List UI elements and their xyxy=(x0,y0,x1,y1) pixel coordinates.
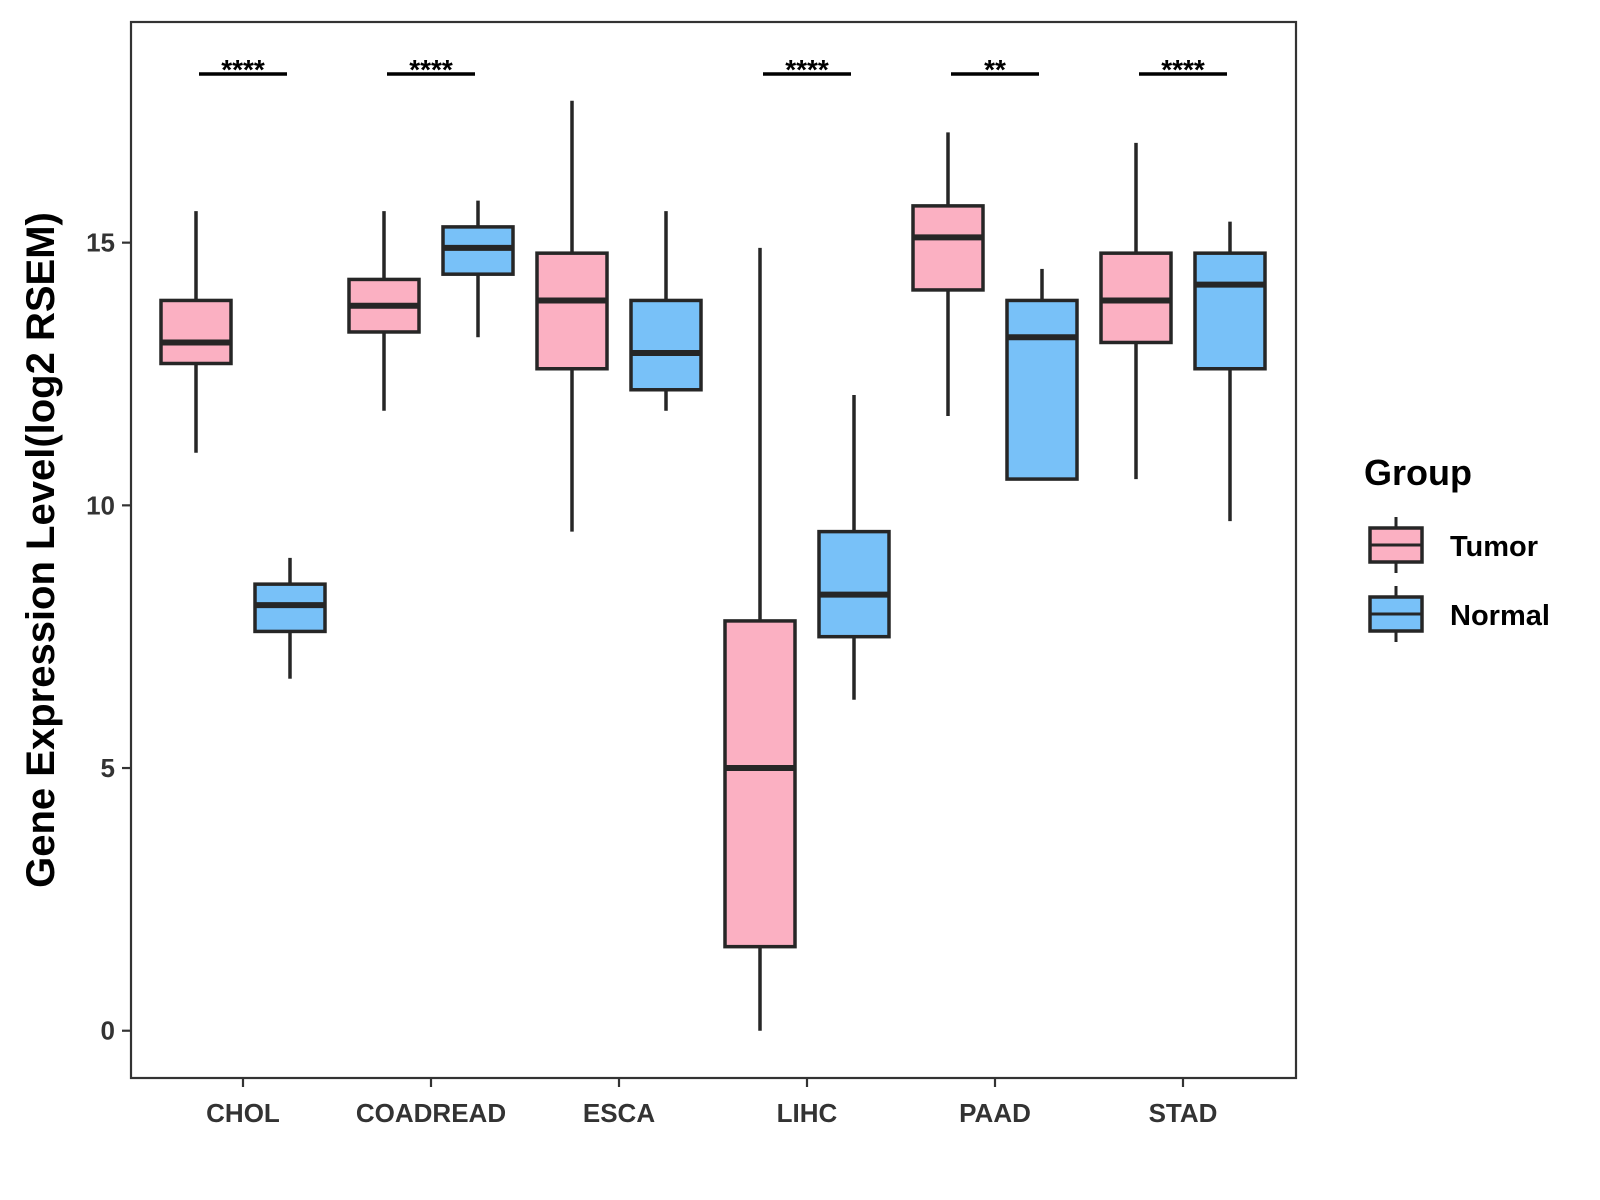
box-tumor-stad xyxy=(1099,142,1173,480)
x-tick-label: PAAD xyxy=(959,1098,1031,1128)
box-normal-esca xyxy=(629,211,703,411)
x-tick-label: STAD xyxy=(1149,1098,1218,1128)
box-tumor-paad xyxy=(911,132,985,417)
box-tumor-coadread xyxy=(347,211,421,411)
legend-title: Group xyxy=(1364,452,1472,493)
legend: Group Tumor Normal xyxy=(1364,452,1550,642)
significance-layer: **** **** **** ** **** xyxy=(199,54,1227,85)
significance-label: **** xyxy=(221,54,265,85)
box-normal-stad xyxy=(1193,221,1267,522)
box-body xyxy=(1005,298,1079,481)
y-axis: 0 5 10 15 xyxy=(86,228,131,1046)
boxes-layer xyxy=(159,100,1267,1031)
significance-stad: **** xyxy=(1139,54,1227,85)
box-normal-lihc xyxy=(817,395,891,700)
legend-label-normal: Normal xyxy=(1450,600,1550,632)
box-body xyxy=(629,298,703,392)
significance-coadread: **** xyxy=(387,54,475,85)
y-tick-label: 5 xyxy=(101,753,115,783)
x-tick-label: ESCA xyxy=(583,1098,655,1128)
x-axis: CHOL COADREAD ESCA LIHC PAAD STAD xyxy=(206,1078,1217,1128)
box-normal-chol xyxy=(253,557,327,679)
significance-lihc: **** xyxy=(763,54,851,85)
significance-label: **** xyxy=(1161,54,1205,85)
box-body xyxy=(535,251,609,371)
significance-label: **** xyxy=(409,54,453,85)
x-tick-label: CHOL xyxy=(206,1098,280,1128)
y-tick-label: 0 xyxy=(101,1016,115,1046)
significance-label: **** xyxy=(785,54,829,85)
significance-chol: **** xyxy=(199,54,287,85)
legend-key-tumor: Tumor xyxy=(1368,517,1538,573)
box-body xyxy=(817,529,891,639)
box-body xyxy=(1193,251,1267,371)
significance-label: ** xyxy=(984,54,1006,85)
plot-panel xyxy=(129,20,1298,1080)
significance-paad: ** xyxy=(951,54,1039,85)
box-tumor-chol xyxy=(159,211,233,453)
y-tick-label: 10 xyxy=(86,490,115,520)
box-normal-coadread xyxy=(441,200,515,338)
box-body xyxy=(723,619,797,949)
box-body xyxy=(911,204,985,292)
box-normal-paad xyxy=(1005,268,1079,481)
box-body xyxy=(159,298,233,366)
y-axis-title: Gene Expression Level(log2 RSEM) xyxy=(19,212,63,888)
box-tumor-esca xyxy=(535,100,609,532)
x-tick-label: LIHC xyxy=(777,1098,838,1128)
y-tick-label: 15 xyxy=(86,228,115,258)
legend-label-tumor: Tumor xyxy=(1450,531,1538,563)
x-tick-label: COADREAD xyxy=(356,1098,506,1128)
legend-key-normal: Normal xyxy=(1368,586,1550,642)
box-tumor-lihc xyxy=(723,247,797,1031)
